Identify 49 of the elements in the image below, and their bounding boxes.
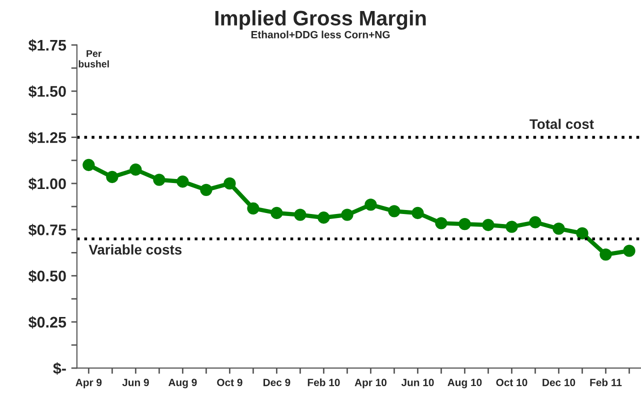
y-tick-label: $1.25 <box>28 132 66 144</box>
y-tick-label: $0.75 <box>28 224 66 236</box>
point <box>435 217 448 230</box>
chart-subtitle: Ethanol+DDG less Corn+NG <box>251 30 390 38</box>
point <box>82 158 95 172</box>
x-tick-label: Apr 9 <box>76 378 102 388</box>
x-tick-label: Oct 10 <box>496 378 528 386</box>
point <box>458 218 471 230</box>
x-tick-label: Aug 10 <box>448 378 482 388</box>
y-tick-label: $1.50 <box>28 85 66 98</box>
ref-line-label: Total cost <box>530 118 594 130</box>
x-tick-label: Feb 11 <box>590 378 622 386</box>
annotation: Per bushel <box>78 50 109 68</box>
x-tick-label: Apr 10 <box>354 378 386 388</box>
x-tick-label: Jun 10 <box>401 378 434 386</box>
x-tick-label: Feb 10 <box>308 378 340 386</box>
point <box>600 248 612 261</box>
point <box>623 244 636 257</box>
point <box>482 218 494 232</box>
point <box>412 206 424 220</box>
point <box>529 216 542 228</box>
point <box>270 206 283 220</box>
y-tick-label: $1.00 <box>28 178 66 190</box>
x-tick-label: Jun 9 <box>122 378 149 386</box>
point <box>153 174 166 186</box>
point <box>294 208 306 221</box>
point <box>200 184 212 196</box>
ref-line-label: Variable costs <box>88 244 182 255</box>
point <box>224 177 236 190</box>
point <box>552 222 565 235</box>
y-tick-label: $0.50 <box>28 270 66 282</box>
point <box>176 176 189 188</box>
point <box>318 212 330 224</box>
x-tick-label: Oct 9 <box>217 378 242 386</box>
y-tick-label: $1.75 <box>28 39 66 52</box>
point <box>247 202 260 214</box>
x-tick-label: Dec 9 <box>264 378 290 386</box>
point <box>341 208 354 221</box>
point <box>364 198 377 211</box>
y-tick-label: $0.25 <box>28 316 66 329</box>
chart-title: Implied Gross Margin <box>215 10 426 30</box>
x-tick-label: Dec 10 <box>542 378 576 386</box>
x-tick-label: Aug 9 <box>168 378 197 388</box>
point <box>130 164 142 176</box>
y-tick-label: $- <box>53 362 66 375</box>
point <box>576 227 588 240</box>
point <box>388 205 400 218</box>
point <box>506 220 518 233</box>
point <box>106 170 118 184</box>
